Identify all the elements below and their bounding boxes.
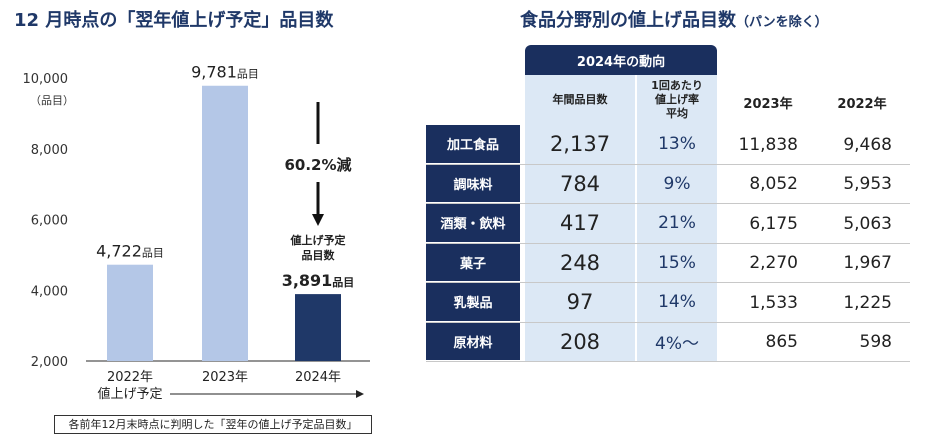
x-timeline-arrow-head [356,390,364,398]
y-tick-label: 8,000 [31,143,68,158]
row-divider [426,361,910,362]
bar-2022年 [107,264,153,361]
row-items-2024: 2,137 [525,125,635,164]
row-avg-rate: 14% [637,283,717,322]
row-items-2024: 208 [525,322,635,361]
bar-2024年 [295,294,341,361]
row-items-2023: 1,533 [749,292,798,313]
row-items-2022: 5,953 [843,174,892,195]
bar-value-label: 9,781品目 [191,63,259,82]
row-items-2023: 2,270 [749,253,798,274]
right-table-title-main: 食品分野別の値上げ品目数 [520,10,736,31]
row-avg-rate: 21% [637,204,717,243]
bar-value-label: 4,722品目 [96,242,164,261]
annotation-2024-line: 品目数 [302,248,336,262]
bar-chart: 2,000 4,000 6,000 8,000 10,000 （品目） 4,722品目 202… [23,63,370,402]
header-2022: 2022年 [837,96,887,112]
row-category: 原材料 [426,322,520,360]
row-divider [426,203,910,204]
header-avg-rate-line2: 値上げ率 [655,93,699,106]
row-divider [426,282,910,283]
bar-value-label: 3,891品目 [282,271,355,290]
row-category: 加工食品 [426,125,520,163]
row-items-2024: 417 [525,204,635,243]
chart-footnote: 各前年12月末時点に判明した「翌年の値上げ予定品目数」 [54,415,372,434]
y-tick-label: 10,000 [23,72,69,87]
row-items-2022: 1,225 [843,292,892,313]
row-items-2023: 865 [765,332,798,353]
row-items-2023: 11,838 [738,134,798,155]
header-annual-items: 年間品目数 [525,75,635,125]
row-items-2022: 5,063 [843,213,892,234]
decrease-label: 60.2%減 [284,156,351,174]
row-divider [426,321,910,323]
row-items-2024: 248 [525,243,635,282]
row-avg-rate: 13% [637,125,717,164]
row-items-2022: 9,468 [843,134,892,155]
x-category-label: 2022年 [107,370,153,385]
y-tick-label: 2,000 [31,355,68,370]
annotation-2024-line: 値上げ予定 [290,233,346,247]
row-items-2024: 784 [525,164,635,203]
right-table-title-suffix: （パンを除く） [736,15,828,30]
header-avg-rate: 1回あたり 値上げ率 平均 [637,75,717,125]
right-table-title: 食品分野別の値上げ品目数（パンを除く） [520,6,828,32]
x-arrow-label: 値上げ予定 [97,386,162,402]
row-category: 乳製品 [426,283,520,321]
y-tick-label: 6,000 [31,214,68,229]
row-divider [426,242,910,244]
row-category: 調味料 [426,164,520,202]
bar-2023年 [202,85,248,361]
header-2024-trend: 2024年の動向 [525,45,717,75]
y-tick-label: 4,000 [31,284,68,299]
header-avg-rate-line3: 平均 [666,107,688,120]
left-chart-title: 12 月時点の「翌年値上げ予定」品目数 [14,10,334,31]
y-unit-label: （品目） [30,94,74,107]
row-avg-rate: 4%〜 [637,322,717,361]
x-category-label: 2023年 [202,370,248,385]
row-items-2023: 6,175 [749,213,798,234]
x-category-label: 2024年 [295,370,341,385]
header-avg-rate-line1: 1回あたり [651,79,703,92]
row-items-2024: 97 [525,283,635,322]
header-2023: 2023年 [743,96,793,112]
row-category: 菓子 [426,243,520,281]
row-items-2022: 598 [859,332,892,353]
row-avg-rate: 15% [637,243,717,282]
row-divider [426,163,910,165]
row-category: 酒類・飲料 [426,204,520,242]
row-items-2023: 8,052 [749,174,798,195]
decrease-arrow-head [312,214,324,226]
row-items-2022: 1,967 [843,253,892,274]
row-avg-rate: 9% [637,164,717,203]
